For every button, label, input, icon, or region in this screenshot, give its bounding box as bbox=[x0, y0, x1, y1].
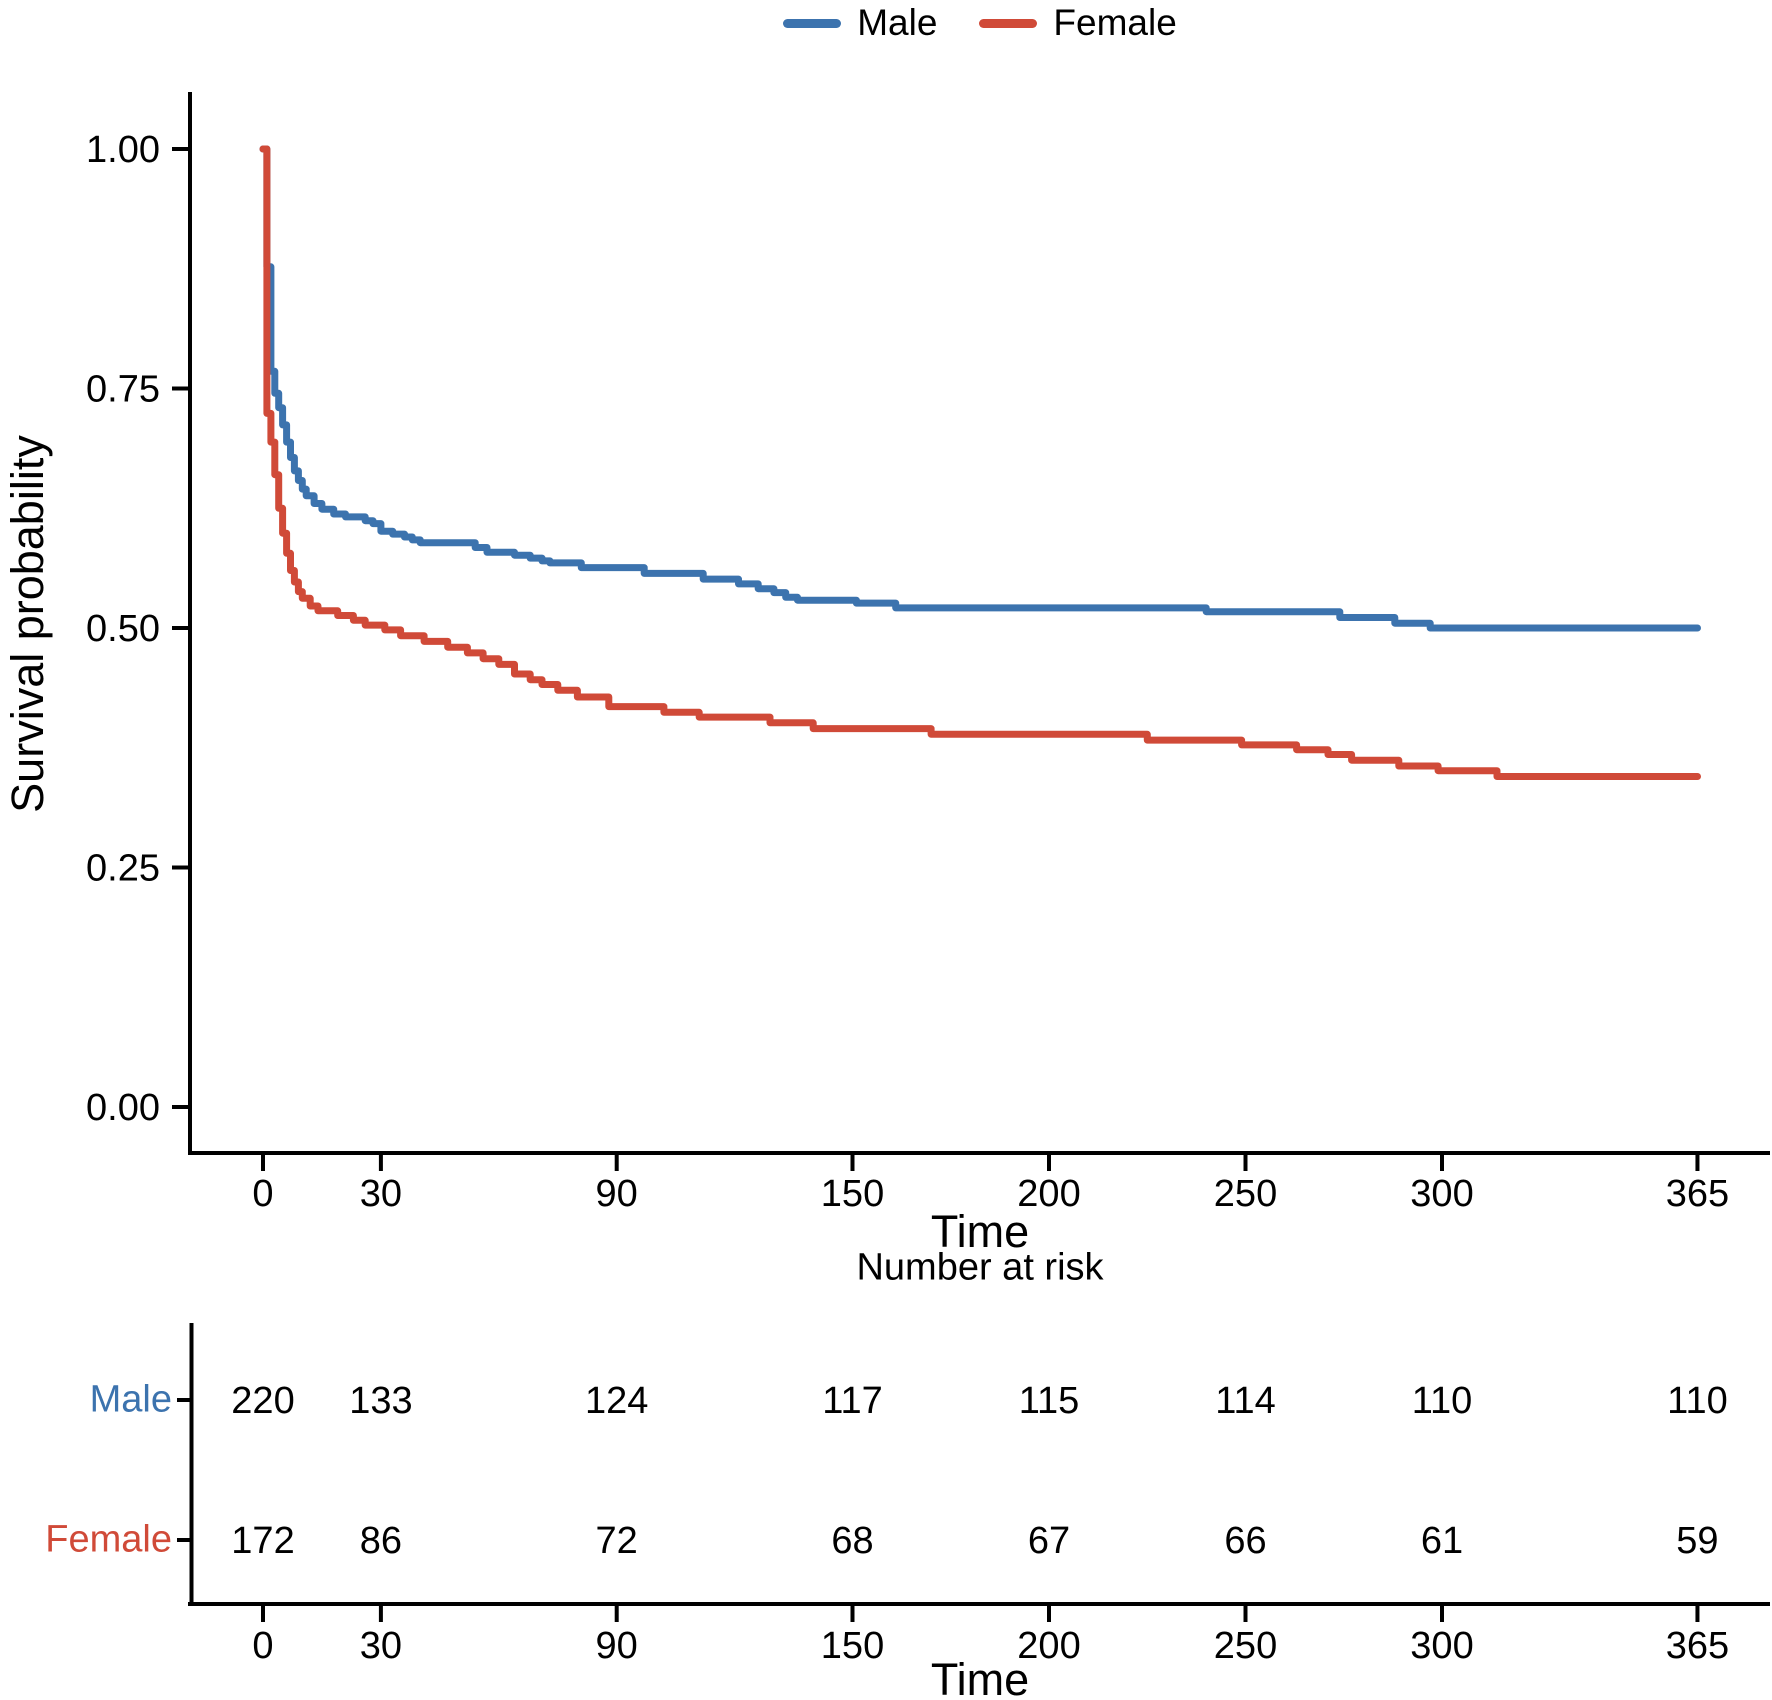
y-tick-label: 1.00 bbox=[86, 129, 160, 171]
risk-x-tick-label: 250 bbox=[1214, 1625, 1277, 1667]
risk-count: 59 bbox=[1676, 1520, 1718, 1562]
risk-count: 220 bbox=[231, 1380, 294, 1422]
x-tick-label: 150 bbox=[821, 1173, 884, 1215]
risk-row-label-male: Male bbox=[89, 1378, 172, 1421]
y-axis-title: Survival probability bbox=[2, 435, 53, 813]
x-tick-label: 300 bbox=[1410, 1173, 1473, 1215]
x-tick-label: 365 bbox=[1666, 1173, 1729, 1215]
risk-count: 110 bbox=[1667, 1380, 1728, 1422]
y-tick-label: 0.50 bbox=[86, 608, 160, 650]
risk-x-tick-label: 0 bbox=[252, 1625, 273, 1667]
legend-key-icon bbox=[783, 18, 842, 28]
risk-x-tick-label: 365 bbox=[1666, 1625, 1729, 1667]
risk-count: 114 bbox=[1215, 1380, 1276, 1422]
risk-count: 68 bbox=[831, 1520, 873, 1562]
risk-count: 61 bbox=[1421, 1520, 1463, 1562]
risk-x-tick-label: 30 bbox=[360, 1625, 402, 1667]
x-tick-label: 0 bbox=[252, 1173, 273, 1215]
risk-count: 133 bbox=[349, 1380, 412, 1422]
legend-item-female: Female bbox=[979, 2, 1177, 44]
risk-x-tick-label: 90 bbox=[596, 1625, 638, 1667]
risk-x-tick-label: 150 bbox=[821, 1625, 884, 1667]
legend-key-icon bbox=[979, 18, 1038, 28]
x-axis-title: Time bbox=[930, 1206, 1030, 1257]
km-curve-female bbox=[259, 145, 1701, 780]
x-tick-label: 30 bbox=[360, 1173, 402, 1215]
legend-item-male: Male bbox=[783, 2, 937, 44]
risk-x-tick-label: 200 bbox=[1017, 1625, 1080, 1667]
km-curve-male bbox=[259, 145, 1701, 632]
risk-table-title: Number at risk bbox=[856, 1246, 1104, 1289]
risk-x-axis-title: Time bbox=[930, 1654, 1030, 1700]
x-tick-label: 90 bbox=[596, 1173, 638, 1215]
legend: Male Female bbox=[190, 0, 1770, 46]
risk-count: 117 bbox=[822, 1380, 883, 1422]
risk-count: 67 bbox=[1028, 1520, 1070, 1562]
risk-count: 72 bbox=[596, 1520, 638, 1562]
y-tick-label: 0.75 bbox=[86, 369, 160, 411]
risk-count: 115 bbox=[1019, 1380, 1080, 1422]
x-tick-label: 250 bbox=[1214, 1173, 1277, 1215]
risk-row-label-female: Female bbox=[45, 1518, 172, 1561]
legend-label: Female bbox=[1053, 2, 1177, 43]
x-tick-label: 200 bbox=[1017, 1173, 1080, 1215]
y-tick-label: 0.00 bbox=[86, 1087, 160, 1129]
risk-count: 66 bbox=[1224, 1520, 1266, 1562]
legend-label: Male bbox=[857, 2, 938, 43]
risk-count: 124 bbox=[585, 1380, 648, 1422]
risk-count: 86 bbox=[360, 1520, 402, 1562]
risk-count: 172 bbox=[231, 1520, 294, 1562]
y-tick-label: 0.25 bbox=[86, 848, 160, 890]
risk-x-tick-label: 300 bbox=[1410, 1625, 1473, 1667]
risk-count: 110 bbox=[1412, 1380, 1473, 1422]
